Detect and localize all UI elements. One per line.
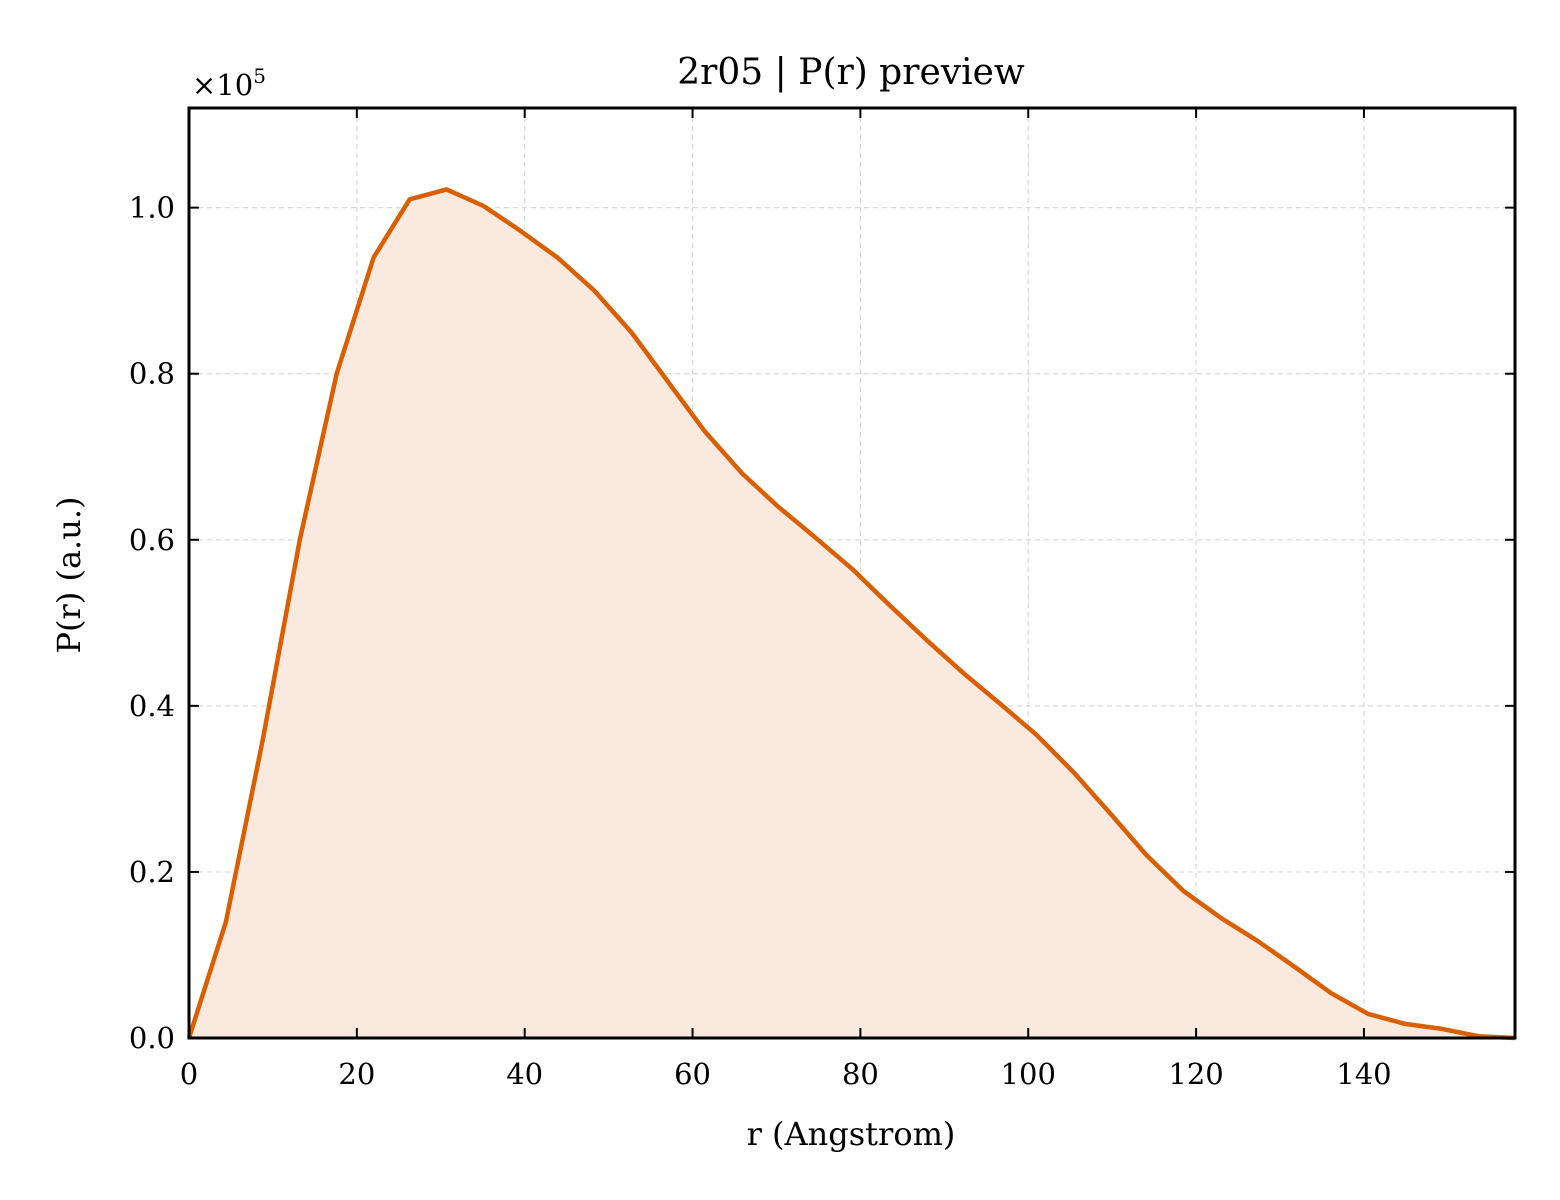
y-tick-label: 0.0	[129, 1021, 175, 1055]
x-tick-label: 60	[674, 1057, 711, 1091]
x-tick-label: 140	[1336, 1057, 1391, 1091]
x-tick-label: 100	[1001, 1057, 1056, 1091]
y-tick-label: 1.0	[129, 191, 175, 225]
y-axis-label: P(r) (a.u.)	[50, 497, 88, 654]
y-tick-label: 0.2	[129, 855, 175, 889]
y-tick-label: 0.6	[129, 523, 175, 557]
x-tick-label: 0	[180, 1057, 198, 1091]
y-axis-multiplier-base: ×10	[192, 68, 253, 102]
y-axis-multiplier: ×105	[192, 64, 266, 102]
pr-series-line	[186, 187, 1516, 1041]
y-tick-label: 0.4	[129, 689, 175, 723]
plot-frame	[187, 106, 1517, 1040]
y-axis-multiplier-exponent: 5	[253, 64, 266, 88]
pr-area-fill	[189, 189, 1515, 1038]
x-tick-label: 20	[338, 1057, 375, 1091]
x-axis-label: r (Angstrom)	[747, 1115, 956, 1153]
y-tick-label: 0.8	[129, 357, 175, 391]
tick-labels: 0 20 40 60 80 100 120 140 0.0 0.2 0.4 0.6 0.8 1.0	[129, 191, 1392, 1091]
chart-title: 2r05 | P(r) preview	[677, 52, 1025, 93]
x-tick-label: 80	[842, 1057, 879, 1091]
x-tick-label: 120	[1168, 1057, 1223, 1091]
axis-ticks	[188, 108, 1515, 1039]
x-tick-label: 40	[506, 1057, 543, 1091]
